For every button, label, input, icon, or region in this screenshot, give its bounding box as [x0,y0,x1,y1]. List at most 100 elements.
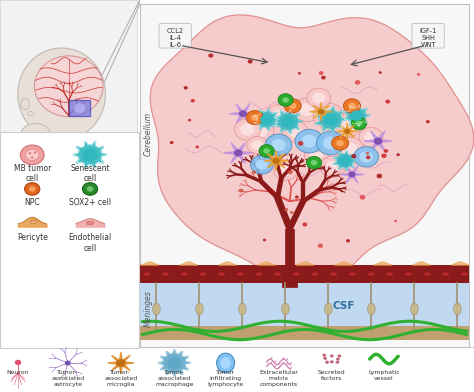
Text: IGF-1
SHH
WNT: IGF-1 SHH WNT [419,28,437,48]
Circle shape [385,100,390,103]
Circle shape [246,136,267,154]
Polygon shape [334,151,357,171]
Ellipse shape [34,56,103,117]
Polygon shape [158,350,191,376]
Circle shape [246,120,274,143]
Text: Endothelial
cell: Endothelial cell [68,233,112,252]
Circle shape [365,152,369,155]
Ellipse shape [200,272,206,276]
Polygon shape [150,15,474,289]
Circle shape [290,211,293,214]
Ellipse shape [443,272,449,276]
Circle shape [34,151,36,154]
Ellipse shape [181,272,188,276]
Ellipse shape [293,272,300,276]
Circle shape [278,94,293,106]
Circle shape [359,151,373,162]
Circle shape [354,147,378,167]
Ellipse shape [86,221,94,225]
Circle shape [319,71,323,75]
Circle shape [287,170,293,174]
Ellipse shape [27,112,35,116]
FancyBboxPatch shape [69,100,90,116]
Circle shape [339,119,355,132]
Ellipse shape [454,303,461,315]
Text: Tumor-
associated
astrocyte: Tumor- associated astrocyte [51,370,84,387]
Ellipse shape [330,272,337,276]
Circle shape [271,110,286,122]
Circle shape [322,354,326,357]
Polygon shape [254,109,280,131]
Circle shape [316,131,345,155]
Circle shape [31,156,34,159]
Circle shape [336,140,344,146]
Text: MB tumor
cell: MB tumor cell [14,164,51,183]
Circle shape [87,186,93,192]
Circle shape [265,105,292,127]
Ellipse shape [30,220,37,224]
Ellipse shape [153,303,160,315]
Circle shape [251,114,258,121]
Circle shape [382,154,387,158]
Circle shape [288,125,302,137]
Circle shape [83,149,97,161]
Text: Tumor-
associated
macrophage: Tumor- associated macrophage [155,370,194,387]
Circle shape [289,103,296,109]
Ellipse shape [18,48,106,140]
Circle shape [320,187,323,189]
Circle shape [247,59,253,64]
Circle shape [306,156,321,169]
Circle shape [336,358,340,361]
Circle shape [355,80,360,85]
Circle shape [234,149,242,156]
Text: Secreted
factors: Secreted factors [318,370,346,381]
Circle shape [239,111,247,117]
Ellipse shape [312,272,319,276]
Circle shape [65,361,71,365]
Circle shape [251,140,263,150]
Circle shape [323,137,338,150]
Text: Meninges: Meninges [144,290,153,327]
Circle shape [25,183,40,195]
Circle shape [366,156,371,159]
Circle shape [273,158,280,164]
Circle shape [15,360,21,365]
Circle shape [323,357,327,360]
Circle shape [282,121,308,142]
Ellipse shape [21,123,50,143]
Ellipse shape [386,272,393,276]
Ellipse shape [255,272,262,276]
Circle shape [271,139,286,151]
Circle shape [379,71,382,74]
Polygon shape [264,151,288,171]
Circle shape [356,121,362,126]
Circle shape [240,123,255,135]
Polygon shape [337,123,357,140]
Ellipse shape [21,98,29,109]
Circle shape [324,114,337,125]
Circle shape [270,190,274,194]
Circle shape [336,137,364,161]
Circle shape [265,134,292,156]
Ellipse shape [410,303,418,315]
Circle shape [321,76,326,80]
Circle shape [208,54,213,58]
Ellipse shape [144,272,150,276]
Circle shape [26,149,39,160]
Circle shape [273,161,298,180]
Circle shape [351,117,366,130]
Ellipse shape [349,272,356,276]
Polygon shape [344,105,370,127]
Circle shape [336,361,339,364]
Circle shape [252,171,256,174]
Circle shape [188,119,191,122]
Text: Tumor-
associated
microglia: Tumor- associated microglia [104,370,137,387]
Circle shape [282,97,289,103]
Text: Pericyte: Pericyte [17,233,48,242]
Circle shape [320,156,346,177]
Circle shape [82,183,98,195]
Text: Cerebellum: Cerebellum [144,112,153,156]
Polygon shape [43,139,66,150]
Circle shape [298,141,303,145]
Circle shape [348,103,356,109]
